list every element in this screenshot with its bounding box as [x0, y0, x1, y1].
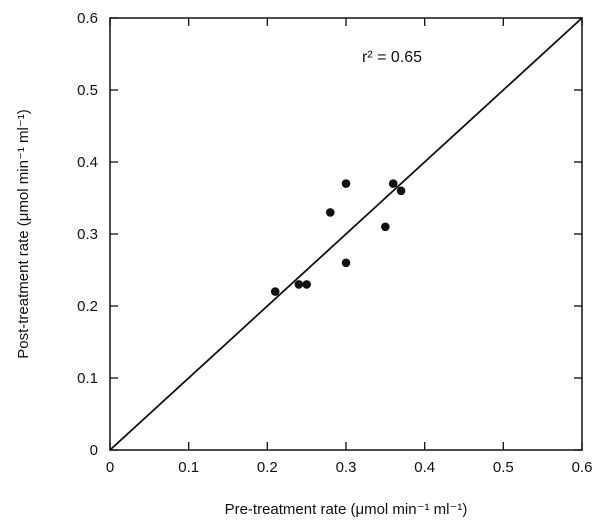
y-tick-label: 0.1 — [77, 370, 98, 387]
data-point-7 — [388, 179, 398, 188]
data-point-6 — [381, 222, 390, 232]
x-tick-label: 0.5 — [493, 459, 514, 476]
x-tick-label: 0.4 — [414, 459, 435, 476]
data-point-4 — [341, 179, 351, 188]
data-point-1 — [294, 280, 304, 289]
data-points — [270, 179, 406, 296]
y-tick-label: 0 — [90, 442, 98, 459]
x-axis-label: Pre-treatment rate (μmol min⁻¹ ml⁻¹) — [225, 501, 468, 518]
y-tick-label: 0.2 — [77, 298, 98, 315]
x-tick-label: 0.2 — [257, 459, 278, 476]
x-tick-label: 0.1 — [178, 459, 199, 476]
y-tick-label: 0.3 — [77, 226, 98, 243]
y-tick-label: 0.6 — [77, 10, 98, 27]
r-squared-annotation: r² = 0.65 — [362, 49, 422, 66]
y-axis: 0 0.1 0.2 0.3 0.4 0.5 0.6 — [77, 10, 582, 459]
x-tick-label: 0.3 — [336, 459, 357, 476]
identity-line — [109, 17, 583, 451]
y-tick-label: 0.5 — [77, 82, 98, 99]
y-tick-label: 0.4 — [77, 154, 98, 171]
data-point-2 — [302, 280, 311, 289]
x-axis: 0 0.1 0.2 0.3 0.4 0.5 0.6 — [106, 18, 593, 476]
data-point-5 — [341, 258, 351, 268]
x-tick-label: 0.6 — [572, 459, 593, 476]
data-point-8 — [396, 186, 406, 196]
data-point-0 — [270, 287, 280, 296]
y-axis-label: Post-treatment rate (μmol min⁻¹ ml⁻¹) — [15, 109, 32, 359]
x-tick-label: 0 — [106, 459, 114, 476]
data-point-3 — [325, 208, 335, 217]
